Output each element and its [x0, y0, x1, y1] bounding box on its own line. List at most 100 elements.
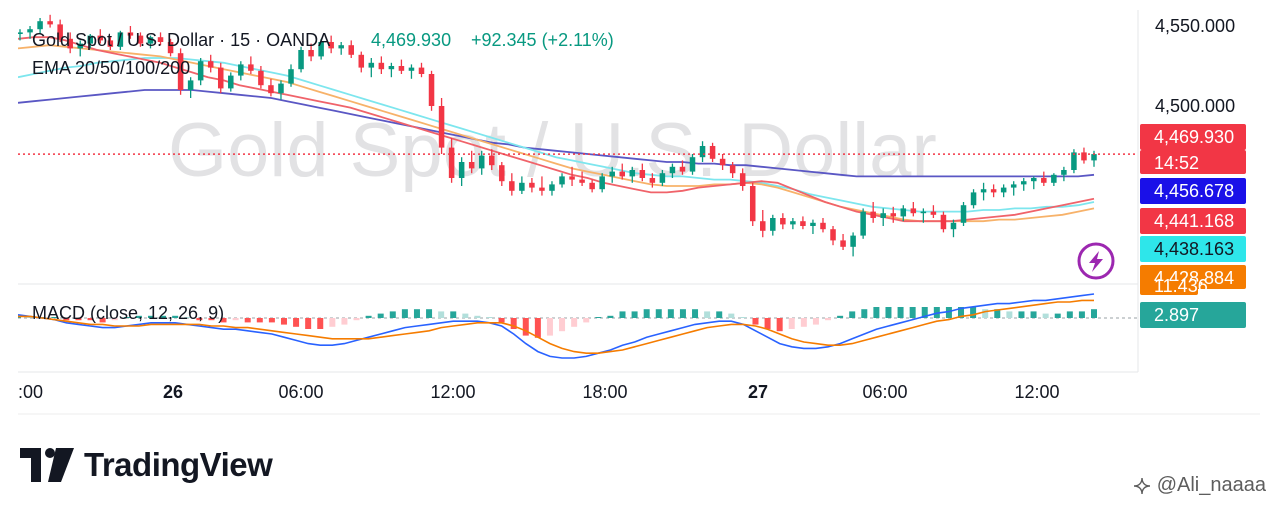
macd-histogram-bar — [800, 318, 807, 327]
candle-body — [37, 21, 43, 30]
macd-histogram-bar — [837, 315, 844, 318]
candle-body — [418, 67, 425, 74]
macd-histogram-bar — [1030, 311, 1037, 318]
candle-body — [659, 173, 666, 183]
candle-body — [117, 32, 124, 47]
price-tick-label: 4,550.000 — [1155, 16, 1235, 36]
candle-body — [378, 62, 385, 70]
candle-body — [539, 187, 545, 191]
macd-histogram-bar — [897, 307, 904, 318]
macd-histogram-bar — [208, 318, 215, 321]
macd-histogram-bar — [595, 317, 602, 318]
macd-histogram-bar — [377, 313, 384, 318]
candle-body — [1041, 178, 1047, 183]
macd-histogram-bar — [764, 318, 771, 329]
symbol-title[interactable]: Gold Spot / U.S. Dollar · 15 · OANDA — [32, 30, 330, 50]
macd-histogram-bar — [704, 311, 711, 318]
candle-body — [438, 106, 445, 148]
candle-body — [960, 205, 967, 223]
candle-body — [258, 70, 264, 86]
candle-body — [1051, 174, 1057, 183]
candle-body — [458, 162, 465, 178]
candle-body — [348, 45, 354, 55]
price-axis[interactable]: 4,550.000 4,500.000 — [1155, 16, 1235, 116]
macd-histogram-bar — [994, 309, 1001, 318]
lightning-icon[interactable] — [1077, 242, 1115, 280]
macd-histogram-bar — [716, 311, 723, 318]
macd-histogram-bar — [667, 309, 674, 318]
candle-body — [860, 211, 866, 236]
macd-histogram-bar — [631, 311, 638, 318]
macd-histogram-bar — [51, 317, 58, 318]
candle-body — [719, 158, 726, 166]
candle-body — [970, 192, 977, 206]
candle-body — [639, 170, 646, 178]
candle-body — [559, 176, 565, 185]
macd-histogram-bar — [27, 317, 34, 318]
candle-body — [388, 66, 395, 70]
macd-histogram-bar — [486, 317, 493, 318]
macd-indicator-label[interactable]: MACD (close, 12, 26, 9) — [32, 303, 224, 323]
candle-body — [1020, 181, 1027, 185]
macd-histogram-bar — [885, 307, 892, 318]
ema-indicator-label[interactable]: EMA 20/50/100/200 — [32, 58, 190, 78]
candle-body — [268, 85, 274, 94]
price-badge-label: 14:52 — [1154, 153, 1199, 173]
macd-histogram-bar — [607, 315, 614, 318]
time-axis[interactable]: :00 26 06:00 12:00 18:00 27 06:00 12:00 — [18, 382, 1060, 402]
candle-body — [428, 74, 435, 106]
candle-body — [338, 45, 344, 49]
macd-histogram-bar — [426, 309, 433, 318]
candle-body — [599, 176, 605, 190]
macd-histogram-bar — [679, 309, 686, 318]
candle-body — [790, 221, 796, 225]
candle-body — [980, 189, 987, 193]
ema200-line — [18, 89, 1095, 178]
candle-body — [1081, 152, 1087, 161]
macd-histogram-bar — [740, 317, 747, 318]
macd-histogram-bar — [244, 318, 251, 323]
macd-histogram-bar — [365, 315, 372, 318]
time-tick-label: 12:00 — [430, 382, 475, 402]
macd-histogram-bar — [147, 315, 154, 318]
candle-body — [187, 80, 194, 90]
candle-body — [519, 182, 525, 191]
macd-histogram-bar — [293, 318, 300, 327]
macd-histogram-bar — [438, 311, 445, 318]
price-badge — [1140, 150, 1246, 174]
candle-body — [990, 189, 997, 193]
candle-body — [1000, 187, 1007, 193]
candle-body — [609, 171, 615, 177]
candle-body — [770, 218, 776, 231]
candle-body — [398, 66, 405, 71]
candle-body — [739, 173, 746, 186]
macd-histogram-bar — [1078, 311, 1085, 318]
price-badge — [1140, 236, 1246, 262]
macd-histogram-bar — [450, 311, 457, 318]
candle-body — [358, 54, 365, 68]
candle-body — [729, 165, 736, 174]
candle-body — [830, 229, 836, 241]
candle-body — [749, 186, 756, 222]
candle-body — [67, 38, 73, 49]
macd-histogram-bar — [788, 318, 795, 329]
time-tick-label: 06:00 — [278, 382, 323, 402]
macd-histogram-bar — [1066, 311, 1073, 318]
candle-body — [940, 214, 947, 230]
candle-body — [850, 235, 856, 247]
candle-body — [619, 171, 626, 177]
price-badge-label: 4,456.678 — [1154, 181, 1234, 201]
time-tick-label: 06:00 — [862, 382, 907, 402]
macd-histogram-bar — [498, 318, 505, 323]
price-badge-label: 4,438.163 — [1154, 239, 1234, 259]
macd-histogram-bar — [849, 311, 856, 318]
macd-histogram-bar — [280, 318, 287, 325]
macd-histogram-bar — [546, 318, 553, 336]
signal-line — [18, 299, 1094, 354]
macd-histogram-bar — [305, 318, 312, 329]
candle-body — [910, 208, 917, 214]
macd-histogram-bar — [728, 313, 735, 318]
macd-histogram-bar — [1006, 311, 1013, 318]
candle-body — [760, 221, 766, 231]
